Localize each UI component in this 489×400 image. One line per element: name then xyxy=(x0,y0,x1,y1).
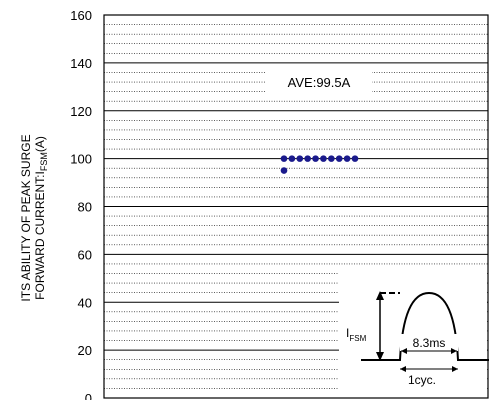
y-axis-label-line2: FORWARD CURRENT:IFSM(A) xyxy=(33,136,49,300)
y-tick-label: 160 xyxy=(70,8,92,23)
y-tick-label: 120 xyxy=(70,104,92,119)
y-tick-labels: 0 20 40 60 80 100 120 140 160 xyxy=(70,8,92,400)
y-tick-label: 20 xyxy=(78,343,92,358)
inset-arrow-down-head xyxy=(376,352,384,361)
data-point xyxy=(312,155,319,162)
data-point xyxy=(343,155,351,162)
inset-duration-arrow-left xyxy=(401,348,407,354)
inset-arrow-up-head xyxy=(376,291,384,300)
y-tick-label: 40 xyxy=(78,295,92,310)
inset-duration-box xyxy=(400,334,458,351)
y-tick-label: 80 xyxy=(78,200,92,215)
inset-ifsm-label: IFSM xyxy=(346,326,367,343)
data-point xyxy=(296,155,304,162)
data-point xyxy=(288,155,296,162)
inset-duration-arrow-right xyxy=(451,348,457,354)
y-tick-label: 140 xyxy=(70,56,92,71)
data-point xyxy=(280,167,288,174)
inset-cycle-arrow-right xyxy=(452,366,458,372)
plot-frame xyxy=(103,14,489,399)
waveform-inset: 8.3ms 1cyc. IFSM xyxy=(339,271,489,397)
y-axis-label-line1: ITS ABILITY OF PEAK SURGE xyxy=(19,134,33,301)
annotation-box xyxy=(266,72,372,92)
data-point xyxy=(351,155,359,162)
y-tick-label: 60 xyxy=(78,247,92,262)
inset-cycle-label: 1cyc. xyxy=(408,373,436,387)
y-tick-label: 0 xyxy=(85,391,92,400)
data-point xyxy=(320,155,327,162)
y-axis-label: ITS ABILITY OF PEAK SURGE FORWARD CURREN… xyxy=(19,134,49,301)
inset-cycle-arrow-left xyxy=(400,366,406,372)
inset-duration-label: 8.3ms xyxy=(413,336,446,350)
data-point xyxy=(304,155,311,162)
data-point xyxy=(280,155,288,162)
y-tick-label: 100 xyxy=(70,152,92,167)
average-annotation: AVE:99.5A xyxy=(288,75,351,90)
data-point xyxy=(335,155,343,162)
data-point xyxy=(328,155,335,162)
data-points xyxy=(280,155,359,174)
